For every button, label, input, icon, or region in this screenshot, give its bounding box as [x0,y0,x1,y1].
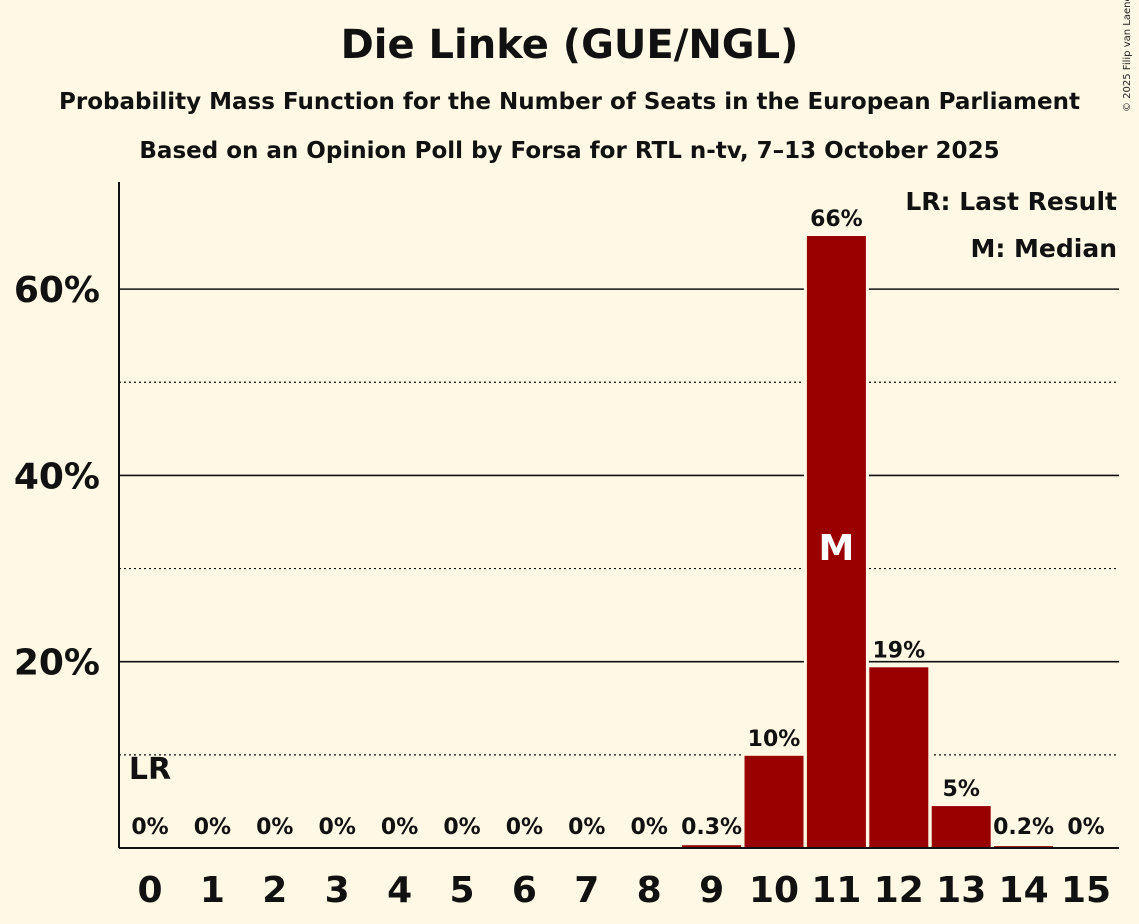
x-tick-label: 10 [749,870,799,911]
data-label: 10% [748,727,801,752]
data-label: 0% [568,815,605,840]
x-tick-label: 9 [699,870,724,911]
data-label: 0% [506,815,543,840]
x-tick-label: 8 [637,870,662,911]
y-tick-label: 20% [14,643,100,684]
x-tick-label: 11 [811,870,861,911]
data-label: 0.3% [681,815,742,840]
legend-last-result: LR: Last Result [905,187,1117,216]
x-tick-label: 6 [512,870,537,911]
data-label: 0% [381,815,418,840]
x-tick-label: 2 [262,870,287,911]
bar-seat-13 [931,806,991,848]
x-tick-label: 4 [387,870,412,911]
last-result-marker: LR [129,752,171,787]
data-label: 0% [631,815,668,840]
y-tick-label: 40% [14,456,100,497]
chart-subtitle: Probability Mass Function for the Number… [59,89,1080,115]
x-tick-label: 0 [137,870,162,911]
legend-median: M: Median [970,234,1117,263]
chart-source-line: Based on an Opinion Poll by Forsa for RT… [139,138,1000,164]
x-tick-label: 14 [999,870,1049,911]
bar-seat-10 [744,755,804,848]
x-tick-label: 13 [936,870,986,911]
data-label: 19% [872,638,925,663]
x-tick-label: 7 [574,870,599,911]
y-tick-label: 60% [14,270,100,311]
x-tick-label: 5 [449,870,474,911]
data-label: 5% [943,777,980,802]
x-tick-label: 3 [325,870,350,911]
bar-halo [679,842,745,848]
data-label: 0% [319,815,356,840]
bar-seat-9 [682,845,742,848]
data-label: 66% [810,207,863,232]
data-label: 0% [194,815,231,840]
bar-seat-11 [806,236,866,849]
chart-title: Die Linke (GUE/NGL) [340,22,799,68]
x-tick-label: 12 [874,870,924,911]
data-label: 0% [256,815,293,840]
data-label: 0% [131,815,168,840]
data-label: 0.2% [993,815,1054,840]
median-marker: M [818,528,854,569]
data-label: 0% [1067,815,1104,840]
bar-seat-12 [869,667,929,848]
x-tick-label: 15 [1061,870,1111,911]
x-tick-label: 1 [200,870,225,911]
data-label: 0% [443,815,480,840]
bar-halo [991,843,1057,848]
